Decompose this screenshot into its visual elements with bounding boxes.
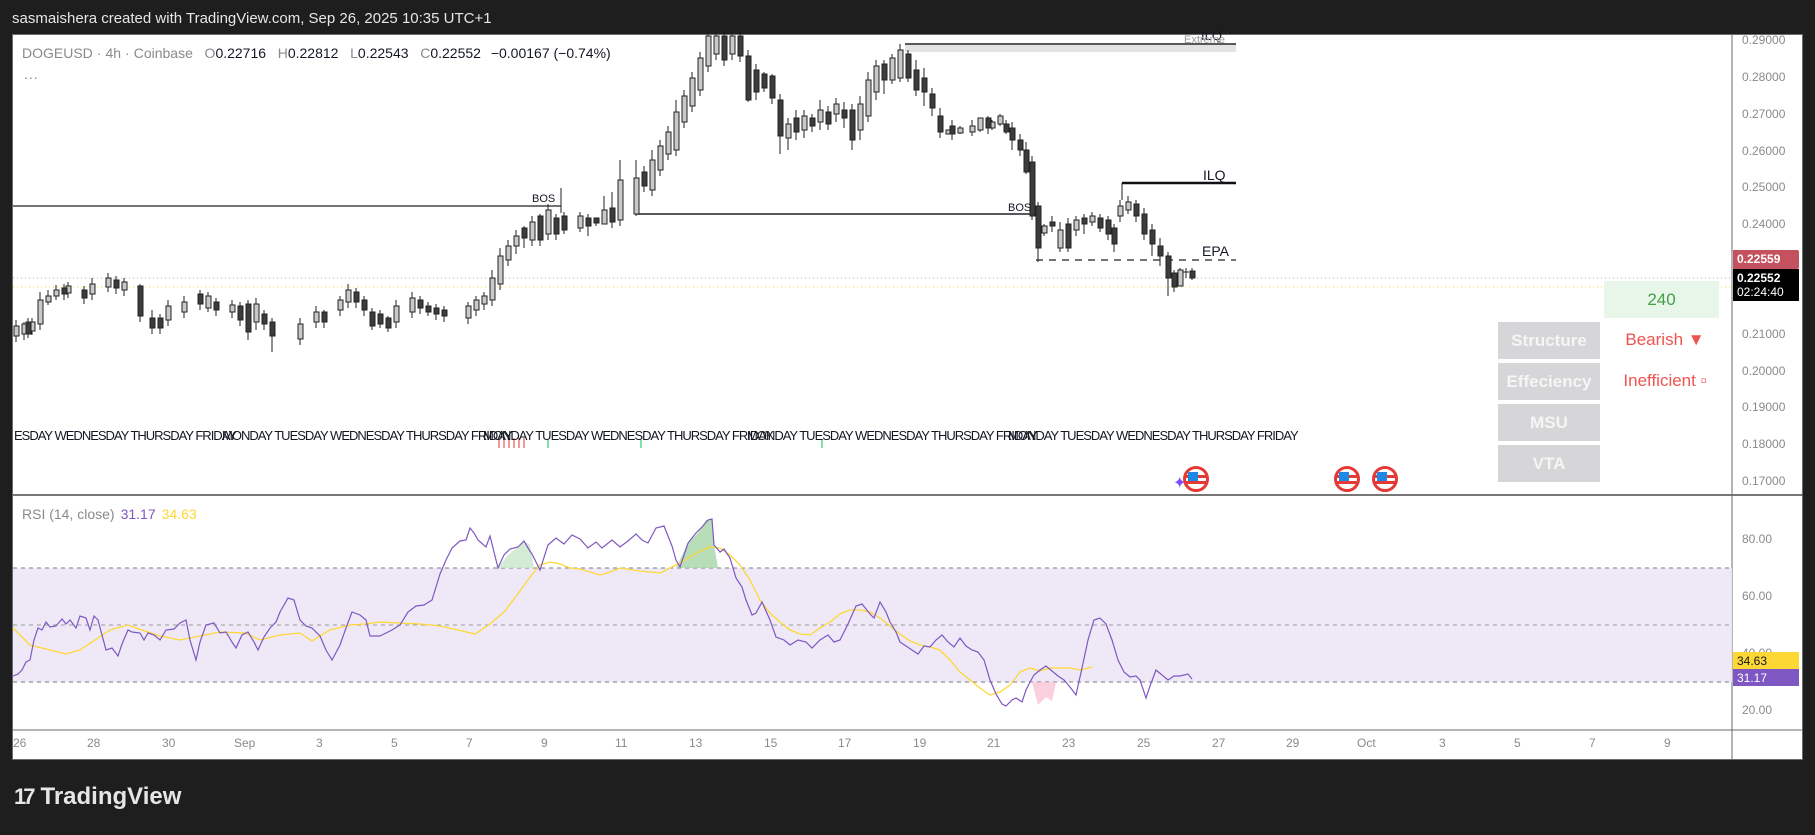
time-tick: 13	[689, 736, 703, 750]
bar-countdown: 02:24:40	[1737, 285, 1784, 299]
last-price: 0.22552	[1737, 271, 1781, 285]
rsi-legend[interactable]: RSI (14, close) 31.17 34.63	[22, 506, 197, 522]
epa-label: EPA	[1202, 243, 1229, 259]
time-tick: 17	[838, 736, 852, 750]
price-tick: 0.21000	[1742, 327, 1786, 341]
attribution-text: sasmaishera created with TradingView.com…	[12, 10, 492, 27]
time-tick: 29	[1286, 736, 1300, 750]
attribution-bar: sasmaishera created with TradingView.com…	[0, 0, 1815, 34]
ilq-mid-label: ILQ	[1203, 167, 1226, 183]
time-tick: 7	[1589, 736, 1596, 750]
time-tick: 30	[162, 736, 176, 750]
time-tick: 27	[1212, 736, 1226, 750]
rsi-tick: 60.00	[1742, 589, 1773, 603]
open-label: O	[204, 45, 216, 61]
close-value: 0.22552	[430, 45, 481, 61]
time-tick: Oct	[1357, 736, 1376, 750]
time-tick: 23	[1062, 736, 1076, 750]
time-tick: 28	[87, 736, 101, 750]
price-tick: 0.25000	[1742, 180, 1786, 194]
rsi-tick: 20.00	[1742, 703, 1773, 717]
ilq-top-label: ILQ	[1201, 28, 1222, 43]
time-tick: 15	[764, 736, 778, 750]
close-label: C	[420, 45, 431, 61]
efficiency-label: Effeciency	[1498, 363, 1600, 400]
weekday-labels: MONDAY TUESDAY WEDNESDAY THURSDAY FRIDAY	[483, 428, 774, 443]
msu-label: MSU	[1498, 404, 1600, 441]
brand-name: TradingView	[40, 783, 182, 810]
low-value: 0.22543	[357, 45, 409, 61]
efficiency-value: Inefficient ▫	[1623, 371, 1707, 390]
more-indicators-button[interactable]: ...	[24, 66, 39, 82]
exchange: Coinbase	[133, 45, 193, 61]
us-flag-event-icon[interactable]	[1372, 466, 1398, 492]
high-value: 0.22812	[287, 45, 339, 61]
time-tick: 3	[316, 736, 323, 750]
price-tick: 0.18000	[1742, 437, 1786, 451]
time-tick: 3	[1439, 736, 1446, 750]
time-tick: 26	[13, 736, 27, 750]
weekday-labels: MONDAY TUESDAY WEDNESDAY THURSDAY FRIDAY	[222, 428, 513, 443]
tradingview-mark-icon: 17	[14, 784, 36, 809]
open-value: 0.22716	[215, 45, 267, 61]
low-label: L	[350, 45, 358, 61]
time-tick: 25	[1137, 736, 1151, 750]
extreme-label: Extreme	[1184, 34, 1225, 46]
structure-lines	[13, 43, 1236, 261]
time-tick: Sep	[234, 736, 256, 750]
price-tick: 0.17000	[1742, 474, 1786, 488]
us-flag-event-icon[interactable]	[1334, 466, 1360, 492]
rsi-ma-tag: 34.63	[1733, 652, 1799, 669]
tradingview-logo: 17 TradingView	[14, 783, 181, 811]
time-tick: 7	[466, 736, 473, 750]
structure-label: Structure	[1498, 322, 1600, 359]
weekday-labels: ESDAY WEDNESDAY THURSDAY FRIDAY	[14, 428, 237, 443]
structure-value: Bearish ▼	[1625, 330, 1705, 349]
us-flag-event-icon[interactable]	[1183, 466, 1209, 492]
price-tick: 0.19000	[1742, 400, 1786, 414]
price-tick: 0.20000	[1742, 364, 1786, 378]
bos-label-right: BOS	[1008, 202, 1032, 214]
weekday-labels: MONDAY TUESDAY WEDNESDAY THURSDAY FRIDAY	[747, 428, 1038, 443]
interval[interactable]: 4h	[105, 45, 122, 61]
vta-label: VTA	[1498, 445, 1600, 482]
weekday-labels: MONDAY TUESDAY WEDNESDAY THURSDAY FRIDAY	[1008, 428, 1299, 443]
ask-price-tag: 0.22559	[1733, 250, 1799, 269]
time-tick: 5	[391, 736, 398, 750]
symbol[interactable]: DOGEUSD	[22, 45, 93, 61]
time-tick: 9	[541, 736, 548, 750]
price-tick: 0.26000	[1742, 144, 1786, 158]
rsi-title: RSI (14, close)	[22, 506, 115, 522]
candlesticks	[13, 34, 1196, 352]
bos-label-left: BOS	[532, 193, 556, 205]
rsi-pane	[12, 518, 1732, 707]
symbol-legend[interactable]: DOGEUSD · 4h · Coinbase O0.22716 H0.22812 L0…	[22, 45, 611, 61]
time-tick: 21	[987, 736, 1001, 750]
high-label: H	[277, 45, 288, 61]
time-tick: 5	[1514, 736, 1521, 750]
price-tick: 0.24000	[1742, 217, 1786, 231]
rsi-value: 31.17	[120, 506, 156, 522]
change-value: −0.00167 (−0.74%)	[490, 45, 611, 61]
price-tick: 0.29000	[1742, 33, 1786, 47]
signal-markers	[498, 438, 823, 448]
time-tick: 11	[615, 736, 628, 750]
rsi-tick: 80.00	[1742, 532, 1773, 546]
price-tick: 0.27000	[1742, 107, 1786, 121]
price-tick: 0.28000	[1742, 70, 1786, 84]
last-price-tag: 0.22552 02:24:40	[1733, 269, 1799, 301]
rsi-value-tag: 31.17	[1733, 669, 1799, 686]
rsi-ma-value: 34.63	[161, 506, 197, 522]
time-tick: 9	[1664, 736, 1671, 750]
time-tick: 19	[913, 736, 927, 750]
timeframe-cell: 240	[1604, 281, 1719, 318]
